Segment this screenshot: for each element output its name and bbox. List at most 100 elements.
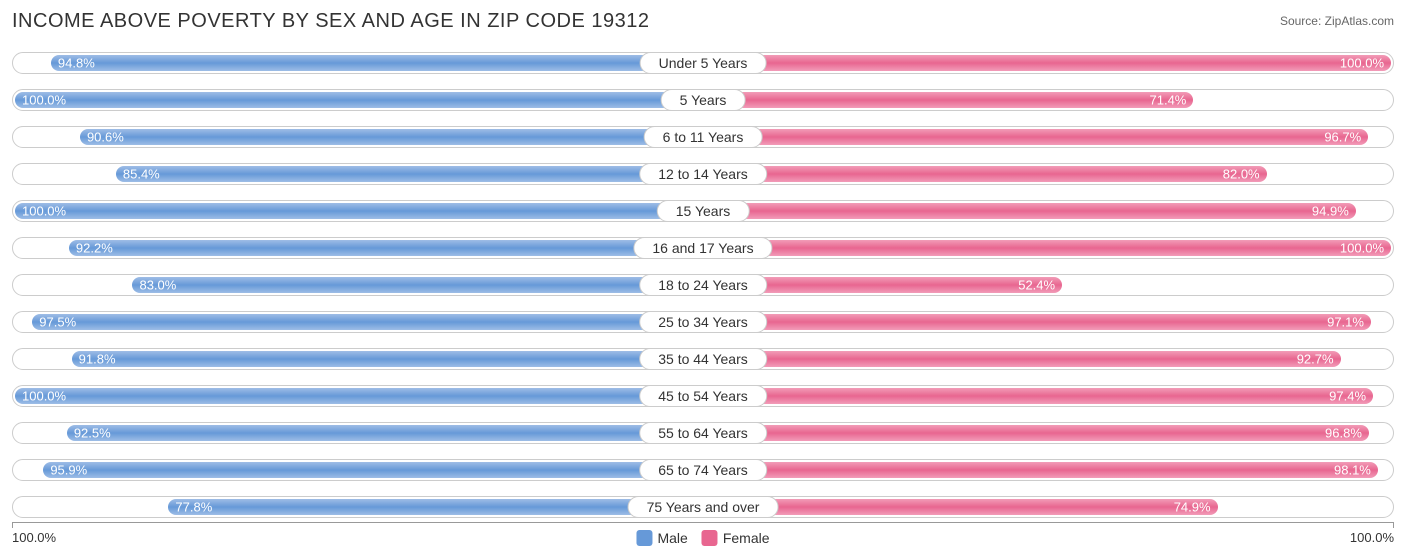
female-half: 94.9%	[703, 197, 1394, 225]
axis-left-label: 100.0%	[12, 530, 56, 545]
male-value: 91.8%	[79, 352, 116, 367]
legend-female-label: Female	[723, 530, 770, 546]
axis-tick	[1393, 522, 1394, 528]
male-half: 95.9%	[12, 456, 703, 484]
age-label: 35 to 44 Years	[639, 348, 767, 370]
male-value: 97.5%	[39, 315, 76, 330]
female-value: 82.0%	[1223, 167, 1260, 182]
male-bar	[80, 129, 700, 145]
female-value: 71.4%	[1150, 93, 1187, 108]
chart-row: 92.2%100.0%16 and 17 Years	[12, 234, 1394, 262]
male-value: 83.0%	[139, 278, 176, 293]
diverging-bar-chart: 94.8% 100.0% Under 5 Years 100.0% 71.4% 5 Yea…	[12, 49, 1394, 521]
chart-row: 77.8% 74.9% 75 Years and over	[12, 493, 1394, 521]
axis-line	[12, 522, 1394, 523]
age-label: 55 to 64 Years	[639, 422, 767, 444]
male-value: 100.0%	[22, 93, 66, 108]
male-bar	[69, 240, 700, 256]
female-value: 74.9%	[1174, 500, 1211, 515]
chart-row: 100.0% 71.4% 5 Years	[12, 86, 1394, 114]
male-value: 77.8%	[175, 500, 212, 515]
male-swatch-icon	[636, 530, 652, 546]
female-value: 100.0%	[1340, 241, 1384, 256]
age-label: 15 Years	[657, 200, 750, 222]
male-bar	[51, 55, 700, 71]
male-half: 100.0%	[12, 382, 703, 410]
female-half: 96.8%	[703, 419, 1394, 447]
male-bar	[15, 203, 700, 219]
header: INCOME ABOVE POVERTY BY SEX AND AGE IN Z…	[12, 10, 1394, 33]
age-label: Under 5 Years	[640, 52, 767, 74]
chart-row: 83.0% 52.4% 18 to 24 Years	[12, 271, 1394, 299]
chart-row: 85.4% 82.0% 12 to 14 Years	[12, 160, 1394, 188]
male-half: 77.8%	[12, 493, 703, 521]
female-value: 100.0%	[1340, 56, 1384, 71]
female-value: 96.8%	[1325, 426, 1362, 441]
male-value: 92.5%	[74, 426, 111, 441]
legend: Male Female	[636, 530, 769, 546]
chart-row: 95.9% 98.1%65 to 74 Years	[12, 456, 1394, 484]
female-half: 97.4%	[703, 382, 1394, 410]
age-label: 6 to 11 Years	[644, 126, 763, 148]
male-value: 95.9%	[50, 463, 87, 478]
female-bar	[706, 499, 1218, 515]
female-bar	[706, 55, 1391, 71]
axis-tick	[12, 522, 13, 528]
male-half: 97.5%	[12, 308, 703, 336]
chart-footer: 100.0% 100.0% Male Female	[12, 530, 1394, 554]
chart-row: 91.8% 92.7% 35 to 44 Years	[12, 345, 1394, 373]
female-half: 97.1%	[703, 308, 1394, 336]
source-label: Source: ZipAtlas.com	[1280, 14, 1394, 28]
female-swatch-icon	[702, 530, 718, 546]
male-value: 90.6%	[87, 130, 124, 145]
female-bar	[706, 388, 1373, 404]
male-half: 92.5%	[12, 419, 703, 447]
male-half: 90.6%	[12, 123, 703, 151]
legend-male: Male	[636, 530, 687, 546]
female-value: 97.4%	[1329, 389, 1366, 404]
male-value: 92.2%	[76, 241, 113, 256]
male-half: 85.4%	[12, 160, 703, 188]
male-value: 85.4%	[123, 167, 160, 182]
male-value: 100.0%	[22, 389, 66, 404]
female-half: 100.0%	[703, 234, 1394, 262]
age-label: 75 Years and over	[628, 496, 779, 518]
female-bar	[706, 314, 1371, 330]
age-label: 5 Years	[661, 89, 746, 111]
chart-row: 90.6% 96.7% 6 to 11 Years	[12, 123, 1394, 151]
female-bar	[706, 425, 1369, 441]
male-half: 83.0%	[12, 271, 703, 299]
male-half: 100.0%	[12, 197, 703, 225]
female-value: 92.7%	[1297, 352, 1334, 367]
male-half: 94.8%	[12, 49, 703, 77]
female-bar	[706, 351, 1341, 367]
male-bar	[32, 314, 700, 330]
male-value: 100.0%	[22, 204, 66, 219]
male-value: 94.8%	[58, 56, 95, 71]
female-value: 96.7%	[1324, 130, 1361, 145]
male-bar	[15, 92, 700, 108]
age-label: 65 to 74 Years	[639, 459, 767, 481]
age-label: 18 to 24 Years	[639, 274, 767, 296]
axis-right-label: 100.0%	[1350, 530, 1394, 545]
legend-male-label: Male	[657, 530, 687, 546]
female-value: 94.9%	[1312, 204, 1349, 219]
chart-title: INCOME ABOVE POVERTY BY SEX AND AGE IN Z…	[12, 10, 649, 33]
female-value: 97.1%	[1327, 315, 1364, 330]
female-half: 98.1%	[703, 456, 1394, 484]
female-value: 52.4%	[1018, 278, 1055, 293]
female-bar	[706, 92, 1193, 108]
male-bar	[67, 425, 700, 441]
female-bar	[706, 166, 1267, 182]
male-half: 91.8%	[12, 345, 703, 373]
chart-row: 100.0% 97.4% 45 to 54 Years	[12, 382, 1394, 410]
chart-row: 97.5% 97.1% 25 to 34 Years	[12, 308, 1394, 336]
male-bar	[116, 166, 700, 182]
female-half: 96.7%	[703, 123, 1394, 151]
age-label: 45 to 54 Years	[639, 385, 767, 407]
legend-female: Female	[702, 530, 770, 546]
male-half: 92.2%	[12, 234, 703, 262]
male-bar	[132, 277, 700, 293]
age-label: 12 to 14 Years	[639, 163, 767, 185]
age-label: 25 to 34 Years	[639, 311, 767, 333]
